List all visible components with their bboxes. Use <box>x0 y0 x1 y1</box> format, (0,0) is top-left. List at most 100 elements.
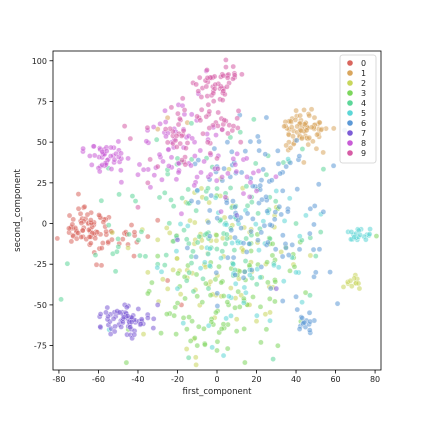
data-point <box>154 253 161 259</box>
data-point <box>311 203 318 209</box>
data-point <box>241 326 247 332</box>
data-point <box>299 315 305 321</box>
data-point <box>97 323 104 330</box>
data-point <box>285 208 291 215</box>
data-point <box>263 326 270 333</box>
data-point <box>129 193 136 199</box>
data-point <box>184 245 191 251</box>
legend-marker <box>347 140 353 146</box>
data-point <box>220 293 227 299</box>
data-point <box>228 285 234 291</box>
data-point <box>96 168 103 175</box>
data-point <box>373 233 380 239</box>
data-point <box>93 261 100 268</box>
series-4 <box>58 116 327 362</box>
y-axis-label: second_component <box>13 169 23 252</box>
data-point <box>367 226 373 232</box>
data-point <box>267 296 273 302</box>
data-point <box>221 117 228 123</box>
data-point <box>340 284 347 290</box>
data-point <box>275 342 281 349</box>
data-point <box>150 316 157 322</box>
data-point <box>279 253 286 260</box>
data-point <box>194 174 200 180</box>
data-point <box>170 267 176 273</box>
data-point <box>272 198 279 205</box>
y-tick-label: 50 <box>37 138 47 147</box>
data-point <box>205 285 212 292</box>
legend-marker <box>347 150 353 156</box>
y-tick-label: -50 <box>34 301 47 310</box>
x-tick-label: 0 <box>214 375 219 384</box>
y-tick-label: 0 <box>42 220 47 229</box>
data-point <box>150 325 157 331</box>
legend-label: 0 <box>361 59 366 68</box>
data-point <box>205 185 211 192</box>
legend-marker <box>347 80 353 86</box>
data-point <box>138 228 145 235</box>
data-point <box>125 245 131 251</box>
data-point <box>220 72 227 79</box>
data-point <box>127 135 134 142</box>
data-point <box>183 277 190 284</box>
data-point <box>301 121 308 128</box>
data-point <box>239 71 245 78</box>
data-point <box>199 299 206 305</box>
legend-label: 6 <box>361 119 366 128</box>
data-point <box>196 323 202 330</box>
data-point <box>283 245 289 251</box>
data-point <box>118 179 125 186</box>
data-point <box>143 138 150 145</box>
data-point <box>218 208 224 215</box>
data-point <box>75 205 82 212</box>
data-point <box>253 281 260 288</box>
data-point <box>254 312 260 319</box>
data-point <box>244 174 250 180</box>
data-point <box>298 128 304 134</box>
data-point <box>195 157 202 163</box>
data-point <box>54 235 61 242</box>
data-point <box>224 345 231 352</box>
data-point <box>297 233 303 239</box>
data-point <box>224 74 231 81</box>
data-point <box>255 168 262 174</box>
data-point <box>351 234 358 240</box>
data-point <box>224 83 230 90</box>
data-point <box>223 57 229 63</box>
data-point <box>200 276 206 282</box>
data-point <box>194 113 200 120</box>
data-point <box>166 220 173 227</box>
data-point <box>92 235 99 242</box>
data-point <box>289 242 295 248</box>
data-point <box>218 255 224 261</box>
data-point <box>202 259 208 266</box>
data-point <box>163 133 169 140</box>
data-point <box>175 110 181 117</box>
data-point <box>179 157 185 163</box>
data-point <box>215 165 221 172</box>
data-point <box>192 335 198 341</box>
data-point <box>187 338 194 344</box>
data-point <box>247 272 253 278</box>
data-point <box>237 139 244 145</box>
data-point <box>280 232 286 239</box>
data-point <box>197 117 204 124</box>
data-point <box>275 160 282 167</box>
data-point <box>115 138 122 145</box>
data-point <box>193 254 199 260</box>
data-point <box>230 63 237 70</box>
data-point <box>310 246 317 253</box>
data-point <box>255 210 261 217</box>
data-point <box>243 235 249 242</box>
legend-marker <box>347 70 353 76</box>
legend-marker <box>347 120 353 126</box>
data-point <box>194 293 200 300</box>
data-point <box>154 163 161 170</box>
data-point <box>225 170 231 177</box>
data-point <box>288 124 295 130</box>
data-point <box>197 147 204 154</box>
x-tick-label: 60 <box>330 375 340 384</box>
data-point <box>253 221 259 227</box>
data-point <box>287 145 294 151</box>
